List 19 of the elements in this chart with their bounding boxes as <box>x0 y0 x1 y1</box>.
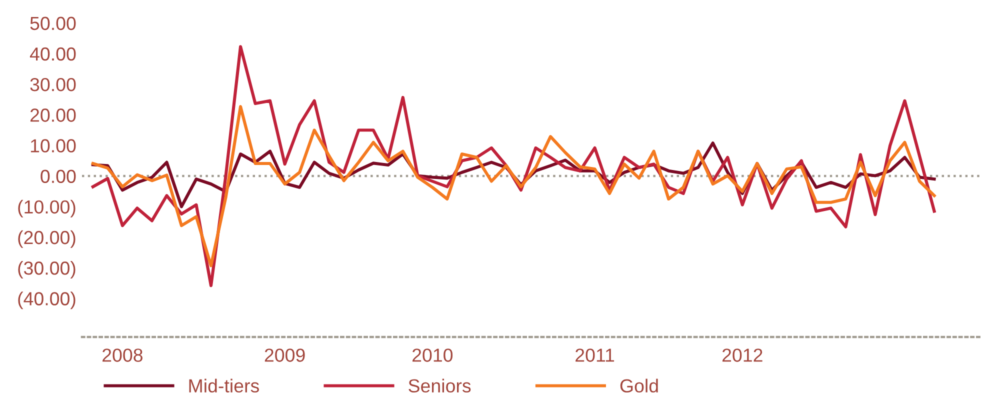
y-tick-label: (10.00) <box>18 200 76 218</box>
legend-label: Seniors <box>408 378 471 393</box>
y-tick-label: 20.00 <box>30 108 76 122</box>
legend-label: Gold <box>620 378 658 393</box>
y-tick-label: 30.00 <box>30 78 76 92</box>
y-tick-label: (40.00) <box>18 292 76 310</box>
legend-label: Mid-tiers <box>189 378 259 393</box>
y-tick-label: 10.00 <box>30 139 76 152</box>
x-tick-label: 2011 <box>576 348 614 362</box>
y-tick-label: (20.00) <box>18 230 76 248</box>
x-tick-label: 2008 <box>102 348 142 362</box>
y-tick-label: 50.00 <box>30 16 76 30</box>
y-tick-label: (30.00) <box>18 261 76 278</box>
y-tick-label: 40.00 <box>30 47 76 61</box>
line-series <box>91 105 936 268</box>
x-tick-label: 2012 <box>722 348 762 362</box>
y-tick-label: 0.00 <box>40 170 76 184</box>
x-tick-label: 2010 <box>412 348 453 362</box>
x-tick-label: 2009 <box>264 348 305 362</box>
